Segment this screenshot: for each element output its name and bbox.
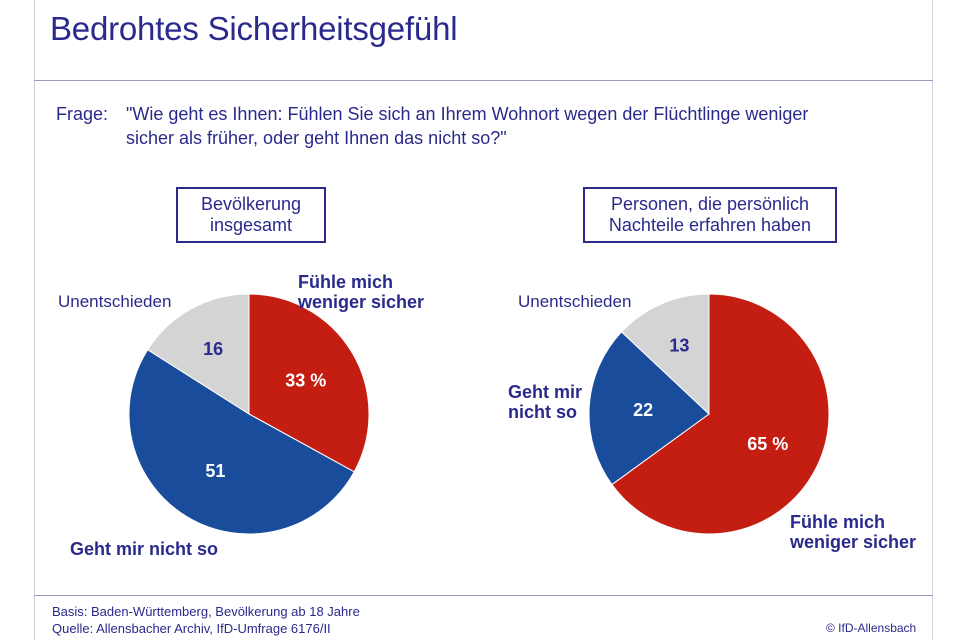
- question-text: Frage: "Wie geht es Ihnen: Fühlen Sie sic…: [56, 102, 916, 150]
- question-line-2: sicher als früher, oder geht Ihnen das n…: [126, 128, 507, 148]
- value-label-unentschieden-2: 13: [669, 336, 689, 356]
- copyright: © IfD-Allensbach: [826, 621, 917, 635]
- footer-basis: Basis: Baden-Württemberg, Bevölkerung ab…: [52, 604, 360, 619]
- question-label: Frage:: [56, 104, 109, 124]
- value-label-unentschieden-1: 16: [203, 339, 223, 359]
- slice-nicht-so-1: [128, 349, 355, 535]
- footer-quelle: Quelle: Allensbacher Archiv, IfD-Umfrage…: [52, 621, 331, 636]
- frame-right-border: [932, 0, 933, 640]
- label-unentschieden-1: Unentschieden: [58, 292, 172, 311]
- slice-unentschieden-1: [146, 293, 250, 415]
- slice-nicht-so-2: [588, 331, 710, 486]
- slice-unentschieden-2: [620, 293, 710, 416]
- label-weniger-sicher-1: Fühle mich weniger sicher: [298, 272, 425, 312]
- pie-chart-affected-persons: 65 % 22 13: [588, 293, 830, 535]
- slice-weniger-sicher-1: [248, 293, 370, 473]
- pie-chart-population: 33 % 51 16: [128, 293, 370, 535]
- label-weniger-sicher-2: Fühle mich weniger sicher: [790, 512, 917, 552]
- pie-title-affected: Personen, die persönlich Nachteile erfah…: [583, 187, 837, 243]
- page-title: Bedrohtes Sicherheitsgefühl: [50, 10, 458, 47]
- value-label-weniger-sicher-1: 33 %: [285, 370, 326, 390]
- label-nicht-so-1: Geht mir nicht so: [70, 539, 219, 559]
- footer: Basis: Baden-Württemberg, Bevölkerung ab…: [52, 603, 360, 637]
- label-unentschieden-2: Unentschieden: [518, 292, 632, 311]
- value-label-nicht-so-1: 51: [205, 461, 225, 481]
- frame-left-border: [34, 0, 35, 640]
- title-divider: [34, 80, 933, 81]
- footer-divider: [34, 595, 933, 596]
- value-label-nicht-so-2: 22: [633, 400, 653, 420]
- slice-weniger-sicher-2: [611, 293, 830, 535]
- value-label-weniger-sicher-2: 65 %: [747, 434, 788, 454]
- question-line-1: "Wie geht es Ihnen: Fühlen Sie sich an I…: [126, 104, 809, 124]
- label-nicht-so-2: Geht mir nicht so: [508, 382, 583, 422]
- pie-title-population: Bevölkerung insgesamt: [176, 187, 326, 243]
